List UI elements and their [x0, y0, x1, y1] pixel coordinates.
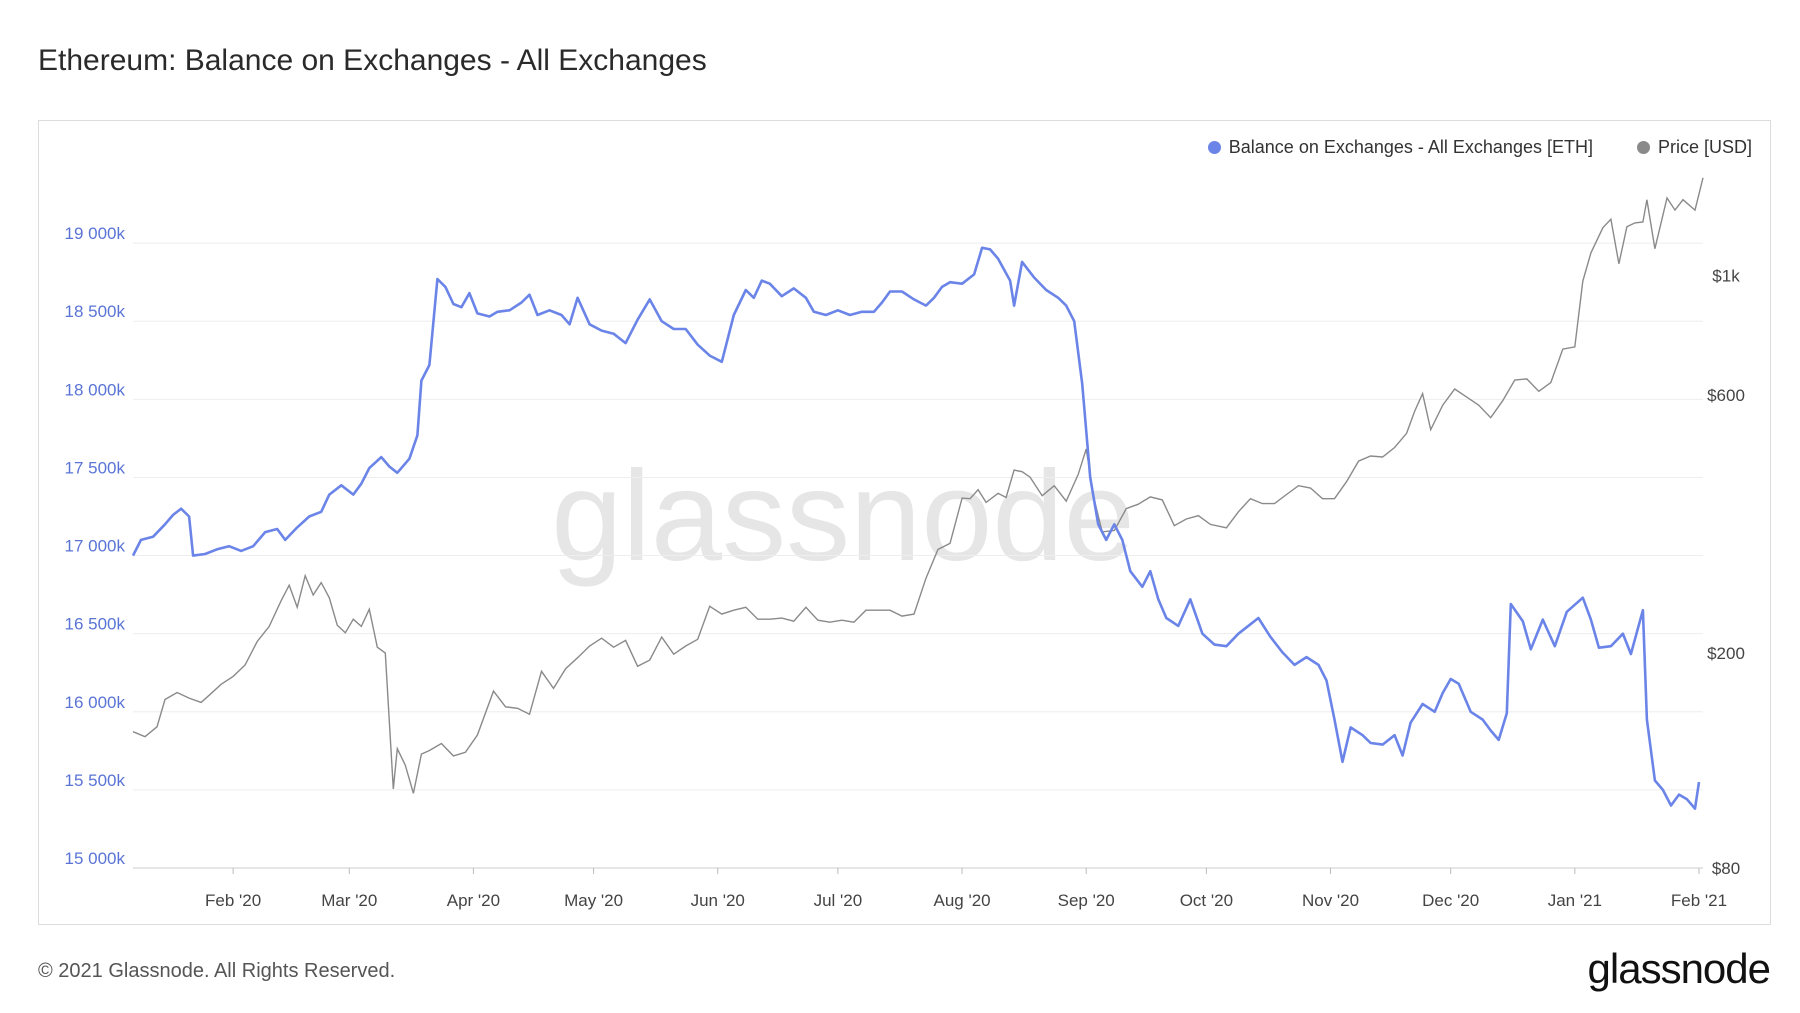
- y-left-tick-label: 15 000k: [65, 849, 126, 868]
- copyright: © 2021 Glassnode. All Rights Reserved.: [38, 960, 396, 982]
- legend: Balance on Exchanges - All Exchanges [ET…: [1207, 137, 1752, 158]
- y-left-tick-label: 17 000k: [65, 537, 126, 556]
- y-right-tick-label: $200: [1707, 644, 1745, 663]
- x-tick-label: Sep '20: [1058, 891, 1115, 910]
- legend-item-balance[interactable]: Balance on Exchanges - All Exchanges [ET…: [1207, 137, 1593, 158]
- x-tick-label: Oct '20: [1180, 891, 1233, 910]
- x-tick-label: Apr '20: [447, 891, 500, 910]
- x-tick-label: May '20: [564, 891, 623, 910]
- x-tick-label: Dec '20: [1422, 891, 1479, 910]
- y-axis-right: $80 $200 $600 $1k: [1707, 266, 1745, 878]
- y-left-tick-label: 15 500k: [65, 771, 126, 790]
- y-left-tick-label: 16 500k: [65, 615, 126, 634]
- watermark: glassnode: [551, 445, 1135, 588]
- y-axis-left: 15 000k 15 500k 16 000k 16 500k 17 000k 17 50…: [65, 224, 126, 868]
- x-tick-label: Jun '20: [691, 891, 745, 910]
- y-right-tick-label: $1k: [1712, 266, 1740, 285]
- x-tick-label: Aug '20: [933, 891, 990, 910]
- page-title: Ethereum: Balance on Exchanges - All Exc…: [38, 44, 707, 77]
- x-tick-label: Jul '20: [814, 891, 863, 910]
- x-tick-label: Nov '20: [1302, 891, 1359, 910]
- x-tick-label: Feb '21: [1671, 891, 1727, 910]
- legend-label-price: Price [USD]: [1657, 137, 1752, 157]
- x-axis: Feb '20 Mar '20 Apr '20 May '20 Jun '20 Jul '…: [205, 868, 1727, 910]
- x-tick-label: Mar '20: [321, 891, 377, 910]
- series-line-price[interactable]: [132, 177, 1704, 794]
- chart-panel: [38, 120, 1771, 925]
- x-tick-label: Jan '21: [1548, 891, 1602, 910]
- legend-dot-price: [1636, 141, 1650, 154]
- glassnode-logo[interactable]: glassnode: [1587, 945, 1771, 992]
- grid: [133, 242, 1703, 869]
- legend-item-price[interactable]: Price [USD]: [1636, 137, 1752, 158]
- y-left-tick-label: 18 000k: [65, 380, 126, 399]
- y-right-tick-label: $80: [1712, 859, 1740, 878]
- legend-dot-balance: [1207, 141, 1221, 154]
- y-left-tick-label: 17 500k: [65, 458, 126, 477]
- y-left-tick-label: 18 500k: [65, 302, 126, 321]
- y-left-tick-label: 16 000k: [65, 693, 126, 712]
- x-tick-label: Feb '20: [205, 891, 261, 910]
- y-right-tick-label: $600: [1707, 386, 1745, 405]
- legend-label-balance: Balance on Exchanges - All Exchanges [ET…: [1228, 137, 1593, 157]
- series-line-balance[interactable]: [131, 246, 1701, 810]
- y-left-tick-label: 19 000k: [65, 224, 126, 243]
